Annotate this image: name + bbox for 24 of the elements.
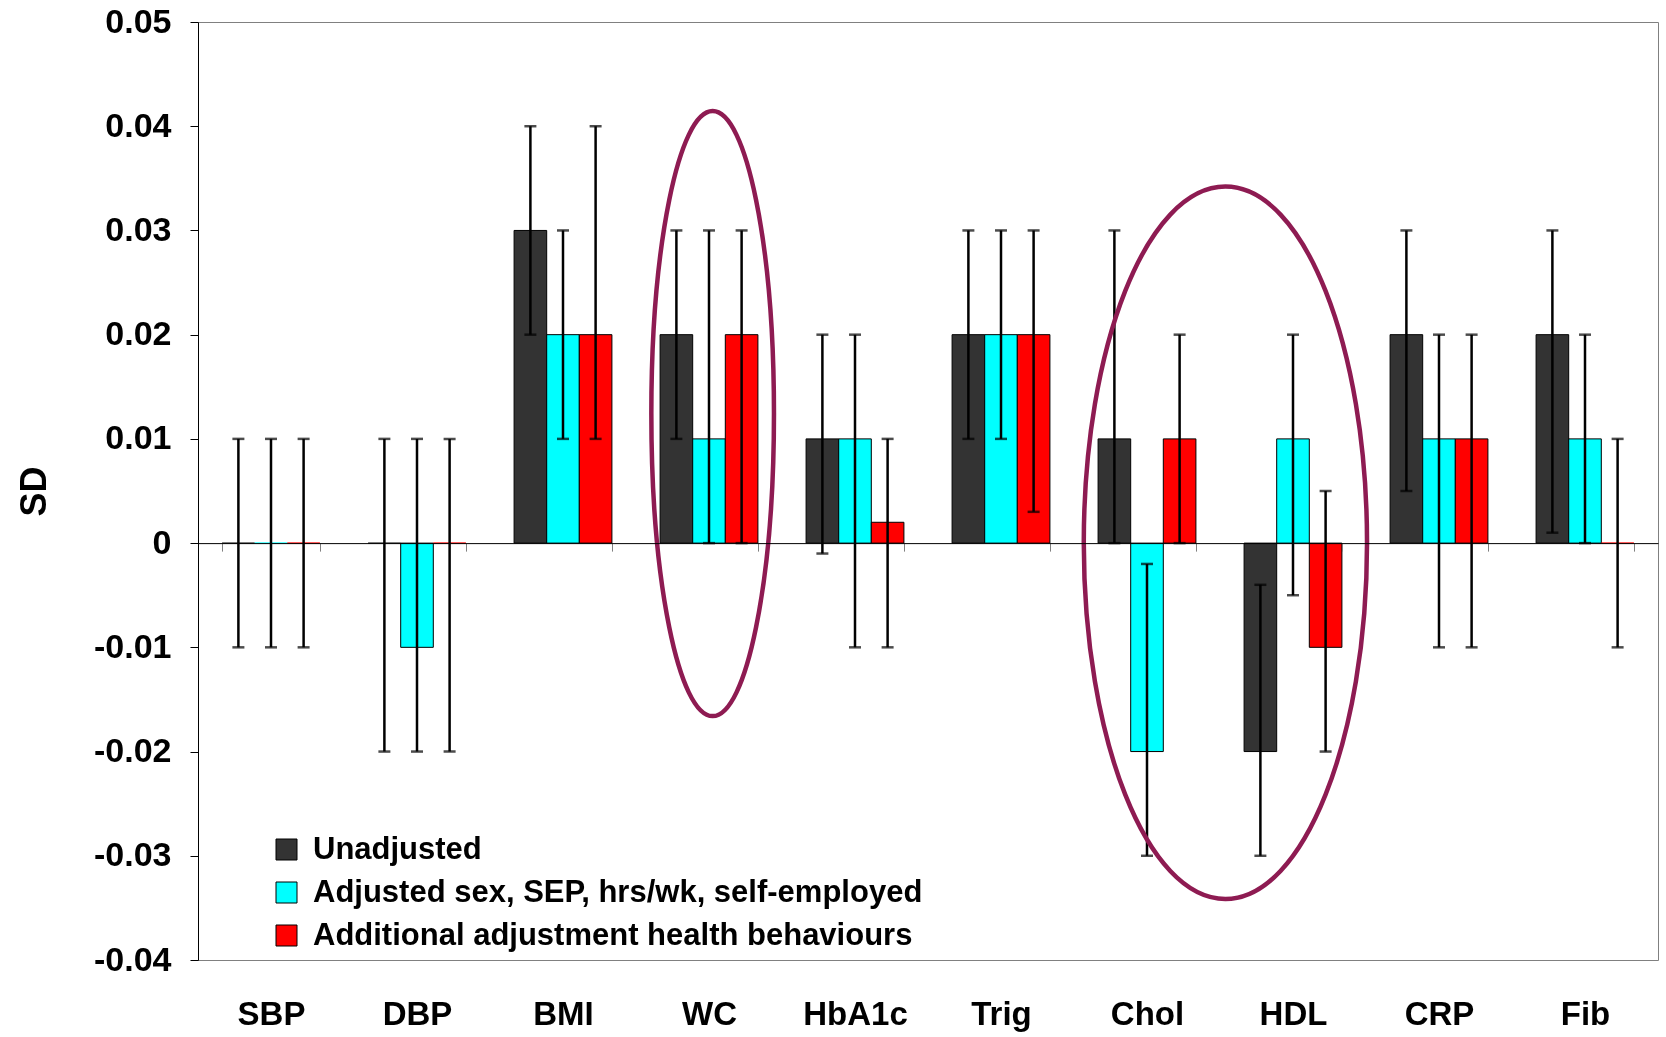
y-tick-label: -0.03 (94, 835, 172, 874)
y-tick-label: -0.02 (94, 731, 172, 770)
x-tick-label: DBP (382, 994, 453, 1032)
y-axis-title: SD (13, 466, 54, 517)
y-tick-label: 0.03 (105, 209, 172, 248)
legend-label: Additional adjustment health behaviours (313, 916, 913, 952)
x-tick-label: Chol (1110, 994, 1185, 1032)
x-tick-label: WC (682, 994, 737, 1032)
y-tick-label: 0.05 (105, 1, 172, 40)
y-tick-label: 0 (152, 522, 172, 561)
x-tick-label: BMI (533, 994, 594, 1032)
y-tick-label: 0.04 (105, 105, 172, 144)
x-tick-label: Fib (1560, 994, 1611, 1032)
y-tick-label: -0.04 (94, 939, 172, 978)
y-tick-label: 0.02 (105, 314, 172, 353)
x-tick-label: HbA1c (803, 994, 908, 1032)
legend-label: Unadjusted (313, 830, 482, 866)
y-tick-label: 0.01 (105, 418, 172, 457)
x-tick-label: SBP (237, 994, 306, 1032)
y-tick-label: -0.01 (94, 626, 172, 665)
x-tick-label: CRP (1404, 994, 1475, 1032)
x-tick-label: Trig (971, 994, 1032, 1032)
x-tick-label: HDL (1259, 994, 1328, 1032)
legend-label: Adjusted sex, SEP, hrs/wk, self-employed (313, 873, 923, 909)
